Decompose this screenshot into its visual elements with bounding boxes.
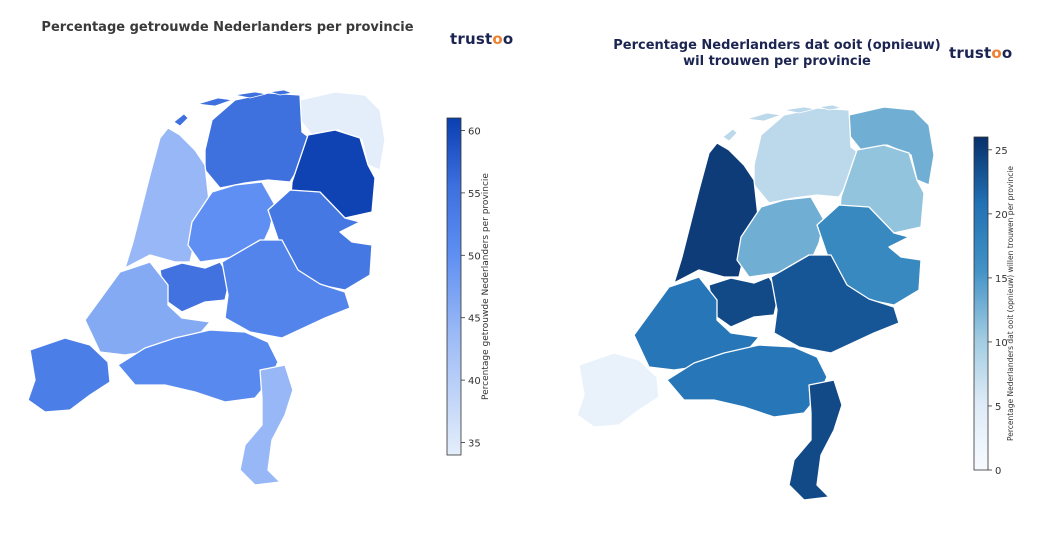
province-groningen xyxy=(299,91,386,171)
trustoo-logo: trustoo xyxy=(450,30,514,48)
wadden-island xyxy=(234,91,267,99)
colorbar-label: Percentage getrouwde Nederlanders per pr… xyxy=(481,173,491,400)
colorbar-tick-label: 0 xyxy=(995,466,1001,477)
wadden-island xyxy=(173,113,189,127)
province-zeeland xyxy=(576,352,660,428)
wadden-island xyxy=(783,106,816,114)
province-limburg xyxy=(239,364,294,486)
wadden-island xyxy=(722,128,738,142)
map-provinces xyxy=(576,104,935,501)
colorbar-tick-label: 60 xyxy=(468,126,481,137)
colorbar-tick-label: 5 xyxy=(995,402,1001,413)
colorbar-label: Percentage Nederlanders dat ooit (opnieu… xyxy=(1006,166,1015,441)
colorbar-tick-label: 10 xyxy=(995,338,1008,349)
province-limburg xyxy=(788,379,843,501)
colorbar-tick-label: 50 xyxy=(468,251,481,262)
left-province-map: 35 40 45 50 55 60 Percentage getrouwde Nederla… xyxy=(27,89,491,486)
province-utrecht xyxy=(708,276,780,328)
province-gelderland xyxy=(770,254,900,354)
right-province-map: 0 5 10 15 20 25 Percentage Nederlanders dat oo… xyxy=(576,104,1015,501)
right-chart-title: Percentage Nederlanders dat ooit (opnieu… xyxy=(562,38,992,70)
province-zeeland xyxy=(27,337,111,413)
left-chart-panel: Percentage getrouwde Nederlanders per pr… xyxy=(0,0,522,551)
right-chart-panel: Percentage Nederlanders dat ooit (opnieu… xyxy=(522,0,1045,551)
colorbar-tick-label: 40 xyxy=(468,376,481,387)
colorbar xyxy=(973,136,989,471)
colorbar-tick-label: 35 xyxy=(468,439,481,450)
province-groningen xyxy=(848,106,935,186)
colorbar-tick-label: 45 xyxy=(468,314,481,325)
province-utrecht xyxy=(159,261,231,313)
wadden-island xyxy=(746,112,782,122)
right-chart-title-line-1: Percentage Nederlanders dat ooit (opnieu… xyxy=(613,38,941,53)
colorbar-tick-label: 25 xyxy=(995,146,1008,157)
wadden-island xyxy=(269,89,294,96)
wadden-island xyxy=(818,104,843,111)
trustoo-logo: trustoo xyxy=(949,44,1013,62)
right-chart-title-line-2: wil trouwen per provincie xyxy=(683,54,871,69)
colorbar xyxy=(446,117,462,456)
map-provinces xyxy=(27,89,386,486)
province-flevoland xyxy=(736,196,825,278)
colorbar-tick-label: 15 xyxy=(995,274,1008,285)
province-gelderland xyxy=(221,239,351,339)
colorbar-tick-label: 20 xyxy=(995,210,1008,221)
colorbar-tick-label: 55 xyxy=(468,189,481,200)
left-chart-title: Percentage getrouwde Nederlanders per pr… xyxy=(41,20,414,35)
wadden-island xyxy=(197,97,233,107)
province-flevoland xyxy=(187,181,276,263)
